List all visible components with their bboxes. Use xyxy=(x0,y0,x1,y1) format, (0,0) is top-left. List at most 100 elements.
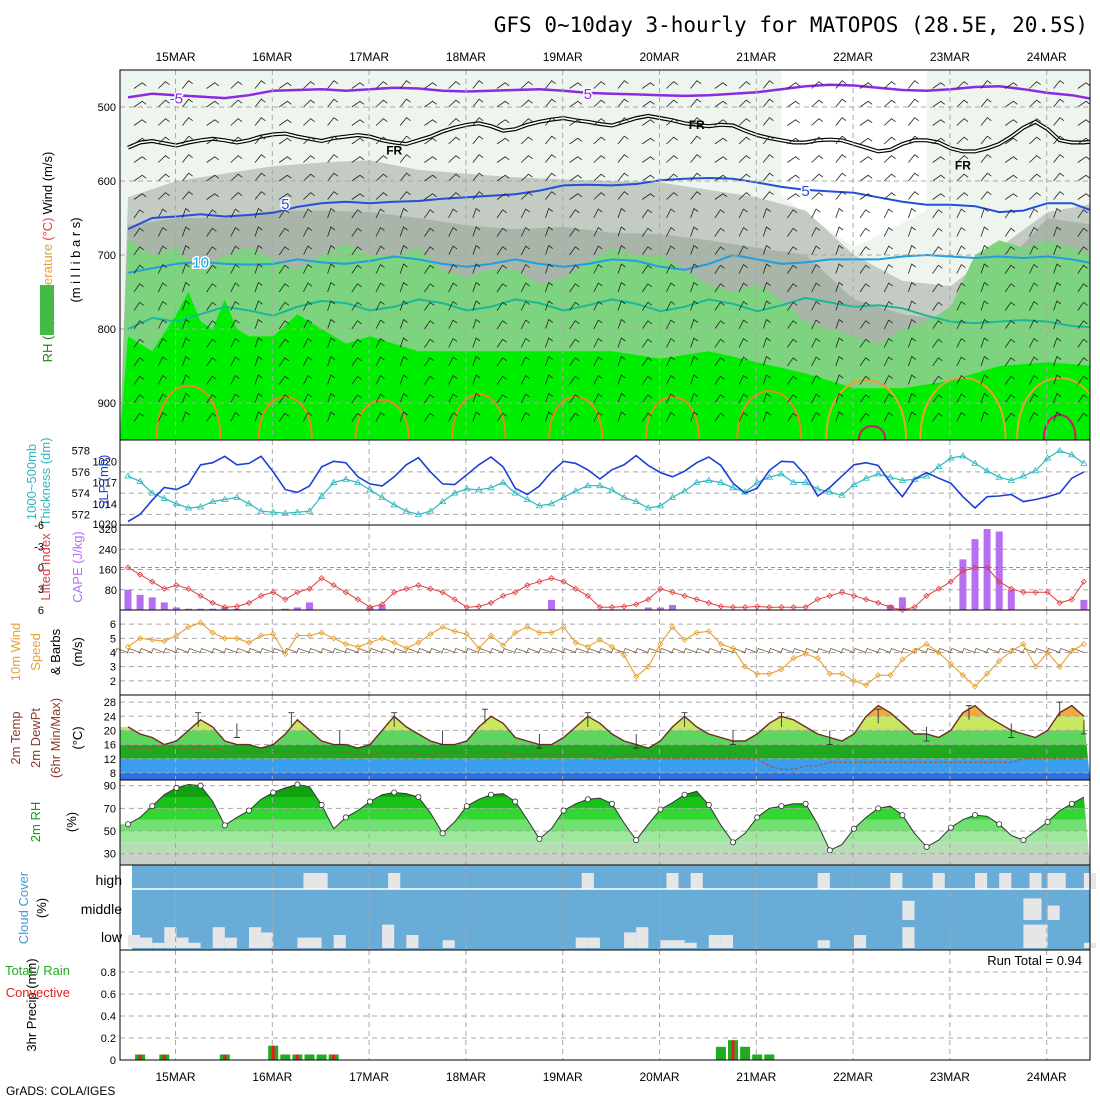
wind-barb-10m xyxy=(780,647,794,654)
wind-barb xyxy=(375,245,385,256)
wind-speed-point xyxy=(137,635,144,642)
thickness-ylabel-1: 1000~500mb xyxy=(24,444,39,520)
date-label-top: 23MAR xyxy=(930,50,970,64)
wind-barb xyxy=(787,264,798,274)
wind-barb xyxy=(327,337,336,348)
wind-barb xyxy=(617,318,626,330)
wind-barb xyxy=(424,82,437,89)
thickness-point xyxy=(680,487,689,494)
thickness-point xyxy=(366,486,374,493)
wind-barb xyxy=(908,191,919,200)
wind-barb xyxy=(254,226,263,237)
wind-speed-point xyxy=(935,649,942,656)
wind-barb xyxy=(1004,357,1016,367)
wind-barb-10m xyxy=(392,647,407,654)
wind-barb xyxy=(133,283,144,293)
warm-contour xyxy=(155,384,222,440)
wind-barb xyxy=(278,301,290,311)
wind-barb xyxy=(908,244,916,256)
cloud-middle-block xyxy=(1023,898,1042,920)
wind-barb xyxy=(593,337,603,348)
wind-barb xyxy=(956,263,966,274)
rh-point xyxy=(270,789,277,796)
thickness-point xyxy=(196,503,205,510)
lifted-index-point xyxy=(415,582,422,589)
y-tick-label: 30 xyxy=(104,849,116,861)
precip-total-bar xyxy=(752,1054,763,1060)
wind-barb xyxy=(908,154,919,163)
wind-barb xyxy=(714,119,728,126)
cloud-middle-block xyxy=(1047,905,1060,920)
precip-convective-bar xyxy=(332,1054,336,1060)
wind-barb xyxy=(375,192,388,200)
temp-contour xyxy=(127,176,1090,231)
wind-barb xyxy=(1077,193,1090,200)
wind-barb xyxy=(520,263,530,274)
wind-barb xyxy=(303,208,313,219)
freezing-level-label: FR xyxy=(386,144,402,158)
wind-barb xyxy=(472,392,481,404)
wind-speed-point xyxy=(560,623,567,631)
wind-barb xyxy=(278,394,290,404)
wind-barb xyxy=(1053,281,1062,293)
wind-barb xyxy=(641,320,653,330)
cloud-low-block xyxy=(575,937,588,948)
thickness-point xyxy=(826,488,834,495)
wind-barb xyxy=(762,392,771,404)
wind-barb-10m xyxy=(695,647,709,654)
slp-line xyxy=(127,454,1085,523)
wind-barb xyxy=(617,226,626,237)
wind-barb xyxy=(666,411,676,422)
cloud-low-block xyxy=(297,937,322,948)
wind-barb xyxy=(956,282,966,293)
wind-barb xyxy=(472,117,484,126)
wind-barb xyxy=(1029,208,1039,219)
cape-bar xyxy=(1007,589,1015,610)
lifted-index-point xyxy=(754,603,761,610)
y-tick-label: 900 xyxy=(98,398,116,410)
wind-barb xyxy=(157,263,167,274)
wind-speed-point xyxy=(887,672,894,679)
wind-barb xyxy=(230,173,243,182)
wind-speed-point xyxy=(802,650,809,657)
lifted-index-point xyxy=(161,585,168,592)
wind-barb-10m xyxy=(501,647,516,654)
wind-barb xyxy=(859,209,870,219)
wind-barb xyxy=(1029,374,1039,385)
wind-barb xyxy=(908,226,916,237)
wind-barb xyxy=(787,100,800,108)
max-temp-marker xyxy=(584,712,591,727)
wind-barb xyxy=(520,136,533,145)
wind-speed-point xyxy=(524,623,531,631)
y-tick-label: 4 xyxy=(110,648,116,660)
thickness-point xyxy=(765,473,774,480)
wind-speed-point xyxy=(258,632,265,639)
wind-barb xyxy=(472,80,484,89)
wind-barb xyxy=(762,226,771,237)
max-temp-marker xyxy=(965,705,972,720)
lifted-index-point xyxy=(1044,589,1051,596)
wind-barb xyxy=(375,337,385,348)
wind-barb xyxy=(787,338,798,348)
wind-barb xyxy=(496,375,507,385)
wind-barb xyxy=(666,337,676,348)
wind-barb xyxy=(375,374,385,385)
wind-barb xyxy=(1004,137,1018,145)
wind-barb xyxy=(424,174,437,182)
thickness-point xyxy=(136,477,144,484)
lifted-index-point xyxy=(1032,589,1039,596)
wind-barb xyxy=(714,209,725,219)
temp-contour xyxy=(127,296,1090,330)
wind-barb xyxy=(762,318,771,330)
wind-barb xyxy=(520,208,530,219)
cape-bar xyxy=(209,608,217,610)
wind-barb xyxy=(1029,337,1039,348)
wind-barb xyxy=(617,117,629,126)
wind-barb-10m xyxy=(235,647,250,654)
wind-barb xyxy=(278,82,292,89)
wind-barb xyxy=(980,172,992,182)
wind-barb xyxy=(932,119,946,126)
wind-barb xyxy=(206,174,220,182)
wind-barb xyxy=(787,193,800,200)
wind-barb xyxy=(351,357,362,367)
